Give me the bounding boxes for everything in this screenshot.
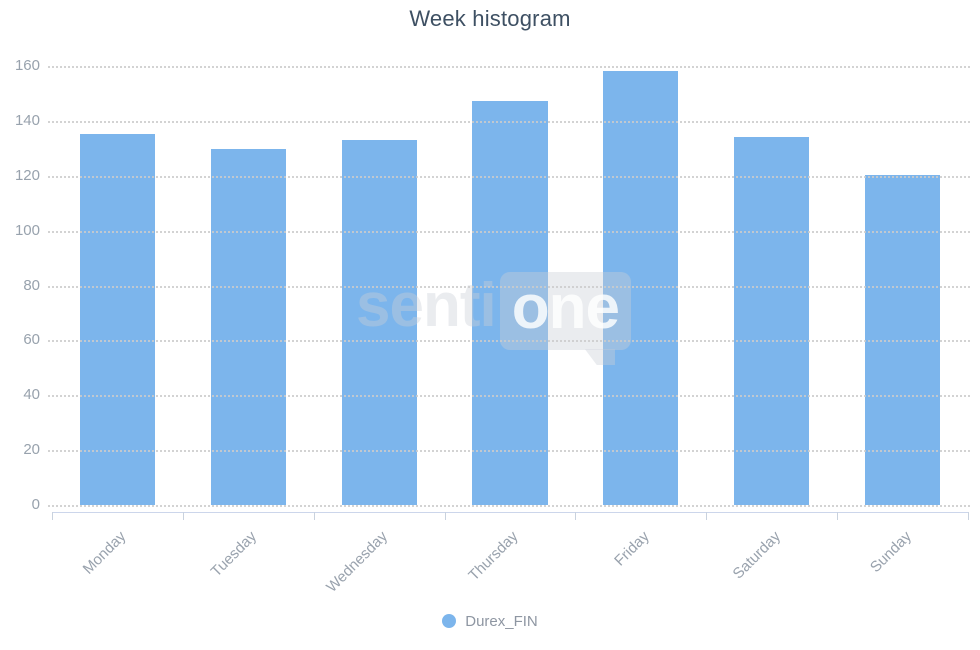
gridline-0 xyxy=(48,505,970,507)
y-axis-labels: 0 20 40 60 80 100 120 140 160 xyxy=(0,57,40,513)
legend-series-dot[interactable] xyxy=(442,614,457,628)
chart-title: Week histogram xyxy=(409,6,571,31)
plot-area xyxy=(52,66,968,505)
legend-series-label[interactable]: Durex_FIN xyxy=(465,612,538,630)
y-axis-label-120: 120 xyxy=(14,166,40,184)
x-axis-labels: Monday Tuesday Wednesday Thursday Friday Satu… xyxy=(52,518,968,608)
legend: Durex_FIN xyxy=(0,607,980,635)
category-slot-friday xyxy=(575,66,706,505)
x-axis-label-monday: Monday xyxy=(79,528,130,578)
category-slot-monday xyxy=(52,66,183,505)
bar-tuesday[interactable] xyxy=(209,148,287,505)
category-slot-tuesday xyxy=(183,66,314,505)
bar-thursday[interactable] xyxy=(471,100,549,505)
y-axis-label-20: 20 xyxy=(23,441,40,459)
y-axis-label-160: 160 xyxy=(14,57,40,74)
bar-monday[interactable] xyxy=(78,133,157,505)
y-axis-label-60: 60 xyxy=(23,331,40,349)
x-axis-ticks xyxy=(52,512,969,520)
bar-sunday[interactable] xyxy=(863,174,942,505)
category-slot-thursday xyxy=(445,66,576,505)
x-axis-label-thursday: Thursday xyxy=(465,528,523,585)
x-axis-label-saturday: Saturday xyxy=(729,528,784,583)
y-axis-label-40: 40 xyxy=(23,386,40,404)
x-axis-tick-5 xyxy=(706,512,708,520)
x-axis-tick-0 xyxy=(52,512,53,520)
y-axis-label-100: 100 xyxy=(14,221,40,239)
category-slot-wednesday xyxy=(314,66,445,505)
y-axis-label-0: 0 xyxy=(31,496,40,513)
x-axis-label-wednesday: Wednesday xyxy=(323,528,392,596)
x-axis-line xyxy=(52,512,969,513)
y-axis-label-80: 80 xyxy=(23,276,40,294)
x-axis-tick-3 xyxy=(444,512,446,520)
x-axis-label-tuesday: Tuesday xyxy=(208,528,261,581)
x-axis-tick-6 xyxy=(837,512,839,520)
x-axis-tick-1 xyxy=(182,512,184,520)
bar-saturday[interactable] xyxy=(733,135,811,505)
x-axis-tick-2 xyxy=(313,512,315,520)
x-axis-label-friday: Friday xyxy=(611,528,653,570)
category-slot-saturday xyxy=(706,66,837,505)
bar-wednesday[interactable] xyxy=(340,138,418,505)
x-axis-tick-4 xyxy=(575,512,577,520)
x-axis-tick-7 xyxy=(968,512,969,520)
category-slot-sunday xyxy=(837,66,968,505)
bar-friday[interactable] xyxy=(602,70,680,505)
x-axis-label-sunday: Sunday xyxy=(866,528,915,576)
y-axis-label-140: 140 xyxy=(14,111,40,129)
